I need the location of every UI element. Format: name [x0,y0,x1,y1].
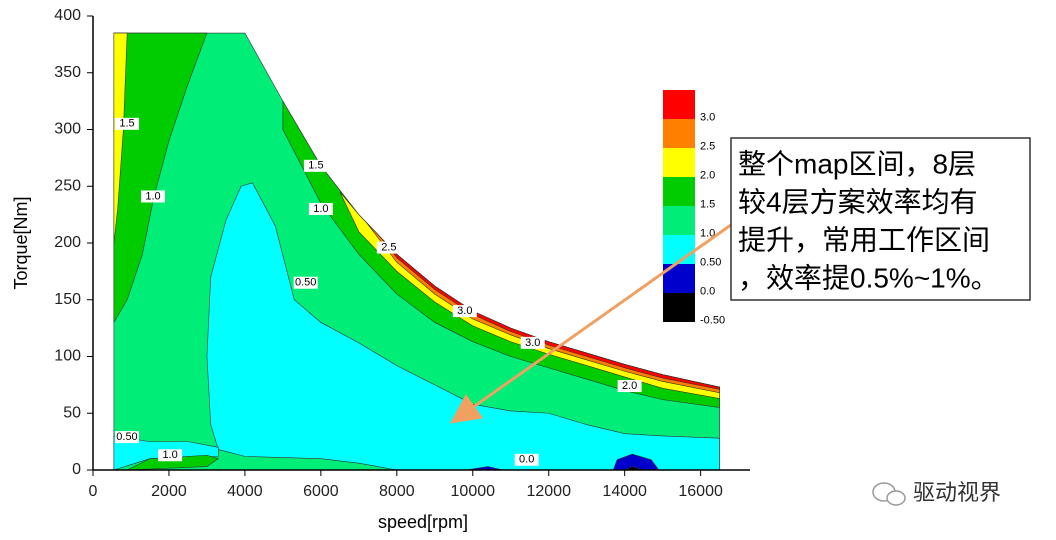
y-tick-label: 50 [63,404,81,421]
colorbar-label: 0.0 [700,285,715,297]
contour-label-group: 0.0 [514,453,539,466]
colorbar-band [663,177,695,206]
colorbar-label: 1.0 [700,227,715,239]
y-tick-label: 300 [54,121,81,138]
colorbar-label: 3.0 [700,111,715,123]
x-tick-label: 10000 [451,483,496,500]
x-tick-label: 0 [89,483,98,500]
arrow [450,213,746,424]
contour-region [381,238,720,390]
colorbar-label: -0.50 [700,314,725,326]
contour-label-group: 1.0 [141,190,166,203]
contour-label-bg [514,453,539,466]
colorbar: 3.0 2.5 2.0 1.5 1.0 0.50 0.0 -0.50 [663,90,725,326]
x-tick-label: 6000 [303,483,339,500]
y-tick-label: 100 [54,348,81,365]
contour-label-group: 2.0 [617,380,642,393]
contour-label-group: 1.0 [308,202,333,215]
x-tick-label: 4000 [227,483,263,500]
contour-label: 1.0 [162,449,177,461]
contour-label-bg [376,241,401,254]
colorbar-label: 0.50 [700,256,721,268]
contour-region [113,32,128,244]
contour-label-bg [303,159,328,172]
annotation-line: 整个map区间，8层 [738,148,976,179]
y-tick-label: 400 [54,7,81,24]
colorbar-band [663,293,695,322]
contour-label-bg [520,336,545,349]
contour-label-group: 1.5 [303,159,328,172]
y-tick-label: 350 [54,64,81,81]
x-tick-label: 8000 [379,483,415,500]
y-tick-label: 0 [72,461,81,478]
contour-label: 0.50 [295,277,316,289]
contour-label-bg [293,276,318,289]
contour-label: 1.0 [145,190,160,202]
contour-label: 3.0 [525,337,540,349]
x-axis-label: speed[rpm] [378,512,468,532]
annotation-line: 较4层方案效率均有 [738,186,978,217]
contour-label: 2.5 [381,241,396,253]
contour-label: 1.5 [119,118,134,130]
contour-label-group: 3.0 [520,336,545,349]
contour-label: 0.0 [519,454,534,466]
contour-label-group: 0.50 [293,276,318,289]
x-tick-label: 12000 [526,483,571,500]
y-tick-label: 250 [54,177,81,194]
contour-label-group: 0.50 [114,431,139,444]
x-tick-label: 2000 [151,483,187,500]
plot-area: 1.5 1.0 1.5 1.0 2.5 0.50 3.0 3.0 2.0 0.50 1.0 0.0 0 2… [54,7,750,500]
annotation-line: 提升，常用工作区间 [738,224,990,255]
colorbar-band [663,90,695,119]
y-axis-label: Torque[Nm] [11,196,31,289]
colorbar-band [663,119,695,148]
x-tick-label: 16000 [678,483,723,500]
contour-label-bg [114,117,139,130]
contour-label-bg [141,190,166,203]
contour-label: 0.50 [116,431,137,443]
watermark: 驱动视界 [913,480,1001,505]
contour-label-group: 1.0 [158,449,183,462]
contour-label: 3.0 [457,305,472,317]
colorbar-band [663,206,695,235]
annotation-line: ，效率提0.5%~1%。 [738,262,999,293]
colorbar-label: 1.5 [700,198,715,210]
annotation-box [730,137,1031,301]
contour-label-bg [452,305,477,318]
y-tick-label: 150 [54,291,81,308]
contour-label-bg [158,449,183,462]
watermark-icon [872,482,906,506]
contour-label-group: 2.5 [376,241,401,254]
contour-label-group: 1.5 [114,117,139,130]
contour-label-group: 3.0 [452,305,477,318]
contour-label-bg [308,202,333,215]
colorbar-label: 2.5 [700,140,715,152]
x-tick-label: 14000 [602,483,647,500]
contour-label-bg [617,380,642,393]
contour-label: 1.5 [308,160,323,172]
colorbar-label: 2.0 [700,169,715,181]
colorbar-band [663,235,695,264]
contour-region [127,454,220,471]
colorbar-band [663,148,695,177]
contour-label: 1.0 [313,203,328,215]
y-tick-label: 200 [54,234,81,251]
contour-label-bg [114,431,139,444]
contour-region [206,182,720,471]
contour-label: 2.0 [622,380,637,392]
